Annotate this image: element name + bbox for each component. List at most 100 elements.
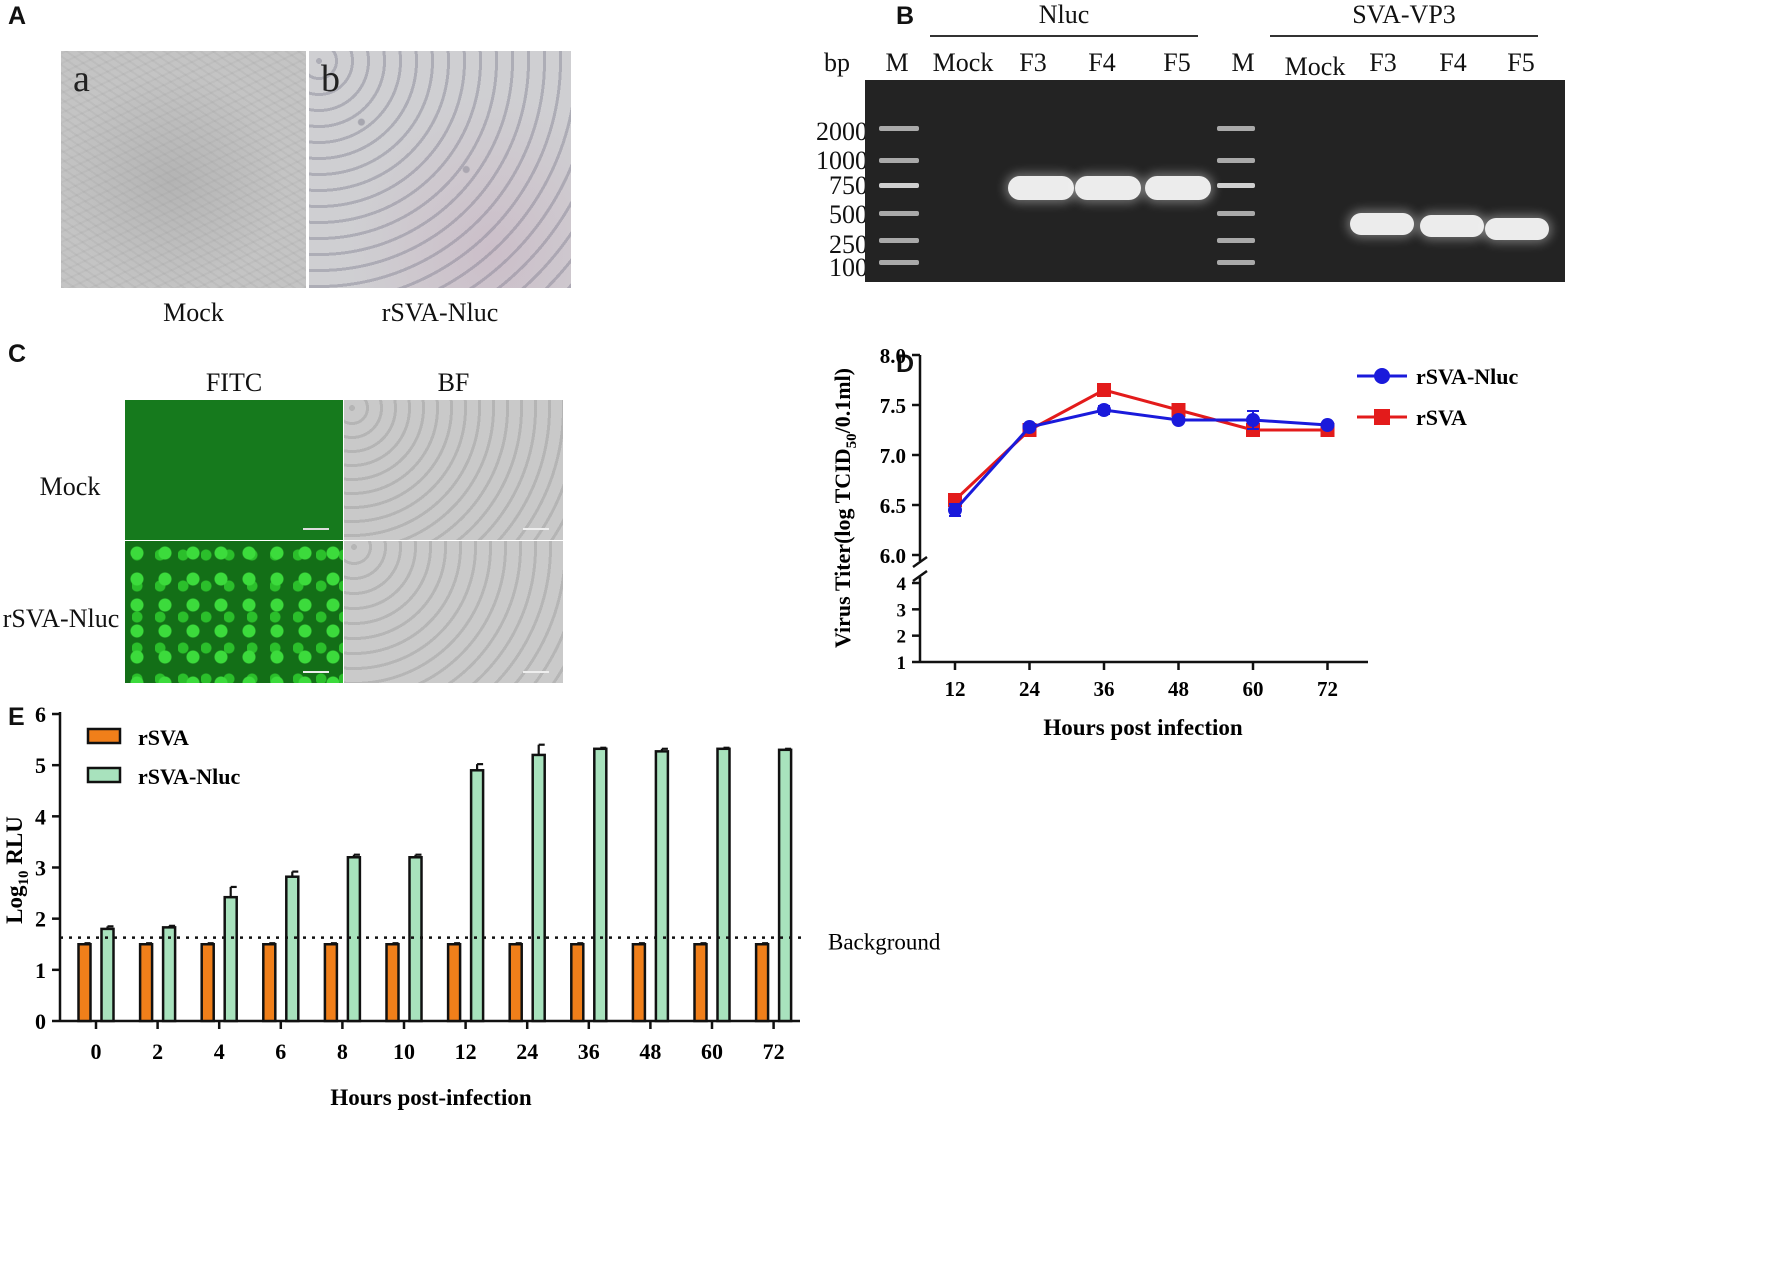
gel-size-label: 500 — [829, 200, 868, 229]
gel-image — [865, 80, 1565, 282]
data-point — [1097, 403, 1111, 417]
legend-label-rsva-nluc: rSVA-Nluc — [138, 764, 241, 789]
gel-lane-label: F3 — [1369, 48, 1397, 77]
chart-e-xlabel: Hours post-infection — [330, 1085, 531, 1110]
chart-e-legend: rSVA rSVA-Nluc — [86, 725, 241, 789]
x-tick-label: 24 — [516, 1039, 538, 1064]
micrograph-rsva-nluc: b — [309, 51, 571, 288]
x-tick-label: 6 — [275, 1039, 286, 1064]
ladder-band — [1217, 183, 1255, 188]
x-tick-label: 12 — [945, 677, 966, 701]
column-label-bf: BF — [437, 368, 470, 397]
y-tick-label: 1 — [35, 958, 46, 983]
data-point — [1171, 403, 1186, 417]
ladder-band — [879, 238, 919, 243]
bar — [346, 856, 362, 1023]
gel-band-nluc-f4 — [1075, 176, 1141, 200]
bar — [262, 943, 277, 1023]
bar — [385, 943, 400, 1023]
ladder-band — [1217, 238, 1255, 243]
x-tick-label: 8 — [337, 1039, 348, 1064]
gel-band-vp3-f5 — [1485, 218, 1549, 240]
axis-break-mark — [912, 569, 928, 583]
ladder-band — [879, 183, 919, 188]
micrograph-mock: a — [61, 51, 306, 288]
data-point — [1171, 413, 1186, 427]
bar — [754, 943, 770, 1023]
y-tick-label: 2 — [897, 627, 907, 648]
data-point — [1022, 420, 1037, 434]
y-tick-label: 4 — [35, 804, 46, 829]
data-point — [1097, 383, 1111, 397]
scale-bar — [303, 528, 329, 530]
gel-band-nluc-f5 — [1145, 176, 1211, 200]
x-tick-label: 60 — [1243, 677, 1264, 701]
ladder-band — [1217, 158, 1255, 163]
legend-label-rsva-nluc: rSVA-Nluc — [1416, 364, 1519, 389]
series-line — [953, 388, 1328, 502]
gel-size-label: 100 — [829, 253, 868, 282]
bar — [161, 926, 177, 1023]
legend-marker-rsva — [1374, 409, 1390, 425]
subpanel-label-b: b — [321, 58, 340, 100]
gel-lane-label: F5 — [1163, 48, 1191, 77]
y-tick-label: 7.0 — [880, 444, 906, 468]
y-tick-label: 0 — [35, 1009, 46, 1034]
ladder-band — [879, 211, 919, 216]
gel-group-nluc: Nluc — [1038, 0, 1090, 29]
micrograph-label-mock: Mock — [163, 298, 224, 327]
bf-rsva-nluc-image — [344, 541, 563, 683]
bar — [446, 943, 462, 1023]
gel-size-label: 250 — [829, 230, 868, 259]
bar — [570, 943, 585, 1023]
x-tick-label: 10 — [393, 1039, 415, 1064]
gel-lane-label: Mock — [932, 48, 994, 77]
gel-lane-label: F4 — [1439, 48, 1467, 77]
bar — [654, 750, 670, 1023]
legend-label-rsva: rSVA — [138, 725, 189, 750]
ladder-band — [879, 158, 919, 163]
data-point — [948, 503, 962, 517]
bar — [138, 943, 154, 1023]
chart-e-ylabel: Log10 RLU — [2, 816, 32, 924]
y-tick-label: 8.0 — [880, 344, 906, 368]
legend-marker-rsva-nluc — [1374, 368, 1390, 384]
data-point — [1320, 418, 1335, 432]
y-tick-label: 3 — [35, 856, 46, 881]
legend-swatch-rsva — [86, 727, 122, 745]
gel-lane-label: F5 — [1507, 48, 1535, 77]
bar — [408, 856, 423, 1023]
chart-d-legend: rSVA-Nluc rSVA — [1357, 364, 1519, 430]
bar — [593, 747, 608, 1023]
gel-lane-label: M — [885, 48, 909, 77]
y-tick-label: 1 — [897, 653, 907, 674]
gel-size-label: 1000 — [816, 146, 868, 175]
titer-line-chart: Virus Titer(log TCID50/0.1ml) 6.0 6.5 7.0 7… — [830, 344, 1519, 740]
fitc-rsva-nluc-image — [125, 541, 343, 683]
bar — [323, 943, 339, 1023]
subpanel-label-a: a — [73, 58, 90, 100]
gel-lane-label: F4 — [1088, 48, 1116, 77]
legend-swatch-rsva-nluc — [86, 766, 122, 784]
panel-letter-b: B — [896, 2, 915, 30]
x-tick-label: 4 — [214, 1039, 225, 1064]
ladder-band — [879, 126, 919, 131]
y-tick-label: 5 — [35, 753, 46, 778]
y-tick-label: 6.0 — [880, 544, 906, 568]
bar — [631, 943, 647, 1023]
gel-size-label: 2000 — [816, 117, 868, 146]
panel-letter-a: A — [8, 2, 27, 30]
chart-d-ylabel: Virus Titer(log TCID50/0.1ml) — [830, 368, 860, 648]
bar — [777, 748, 793, 1023]
gel-lane-label: M — [1231, 48, 1255, 77]
panel-letter-e: E — [8, 703, 25, 731]
ladder-band — [879, 260, 919, 265]
gel-bp-label: bp — [824, 48, 850, 77]
x-tick-label: 36 — [1094, 677, 1115, 701]
scale-bar — [303, 671, 329, 673]
x-tick-label: 48 — [639, 1039, 661, 1064]
gel-lane-label: F3 — [1019, 48, 1047, 77]
row-label-mock: Mock — [39, 472, 101, 501]
chart-d-xlabel: Hours post infection — [1043, 715, 1243, 740]
